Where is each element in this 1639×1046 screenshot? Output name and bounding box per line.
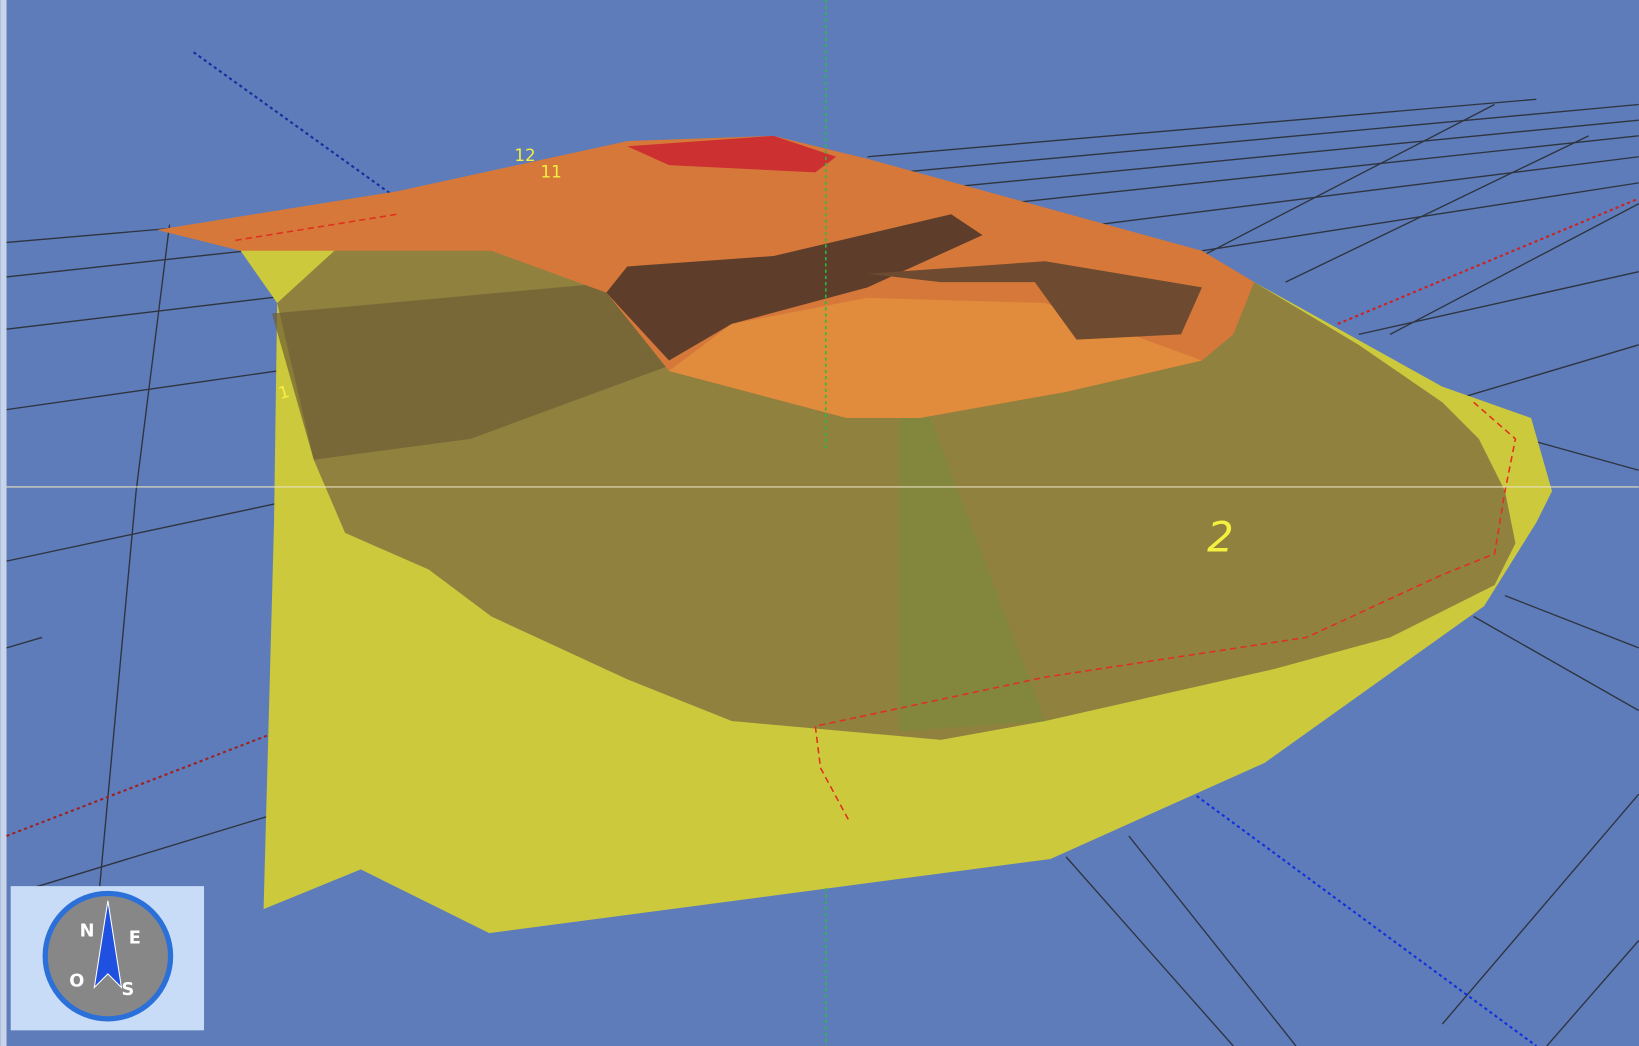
- compass-needle: [93, 900, 123, 989]
- contour-label: 2: [1207, 513, 1234, 562]
- terrain-summit: [627, 135, 837, 173]
- terrain-facet: [271, 282, 670, 460]
- grid-lines: [31, 224, 1639, 1046]
- axis-line: [192, 51, 398, 200]
- grid-lines: [1065, 103, 1639, 1046]
- terrain-pit: [867, 261, 1202, 340]
- contour-line: [235, 213, 1517, 821]
- contour-label: 12: [514, 145, 535, 165]
- contour-label: 11: [540, 162, 561, 182]
- terrain: [156, 135, 1553, 934]
- terrain-pit: [606, 214, 983, 361]
- terrain-facet: [898, 313, 1046, 732]
- compass-label: O: [69, 971, 84, 991]
- compass-label: E: [129, 929, 141, 949]
- compass[interactable]: N E O S: [10, 886, 205, 1031]
- contour-label: 1: [276, 381, 291, 403]
- axis-line: [6, 628, 545, 837]
- border: [0, 0, 7, 1046]
- compass-label: S: [121, 980, 134, 1000]
- ground-grid: [6, 98, 1639, 1046]
- compass-label: N: [80, 921, 95, 941]
